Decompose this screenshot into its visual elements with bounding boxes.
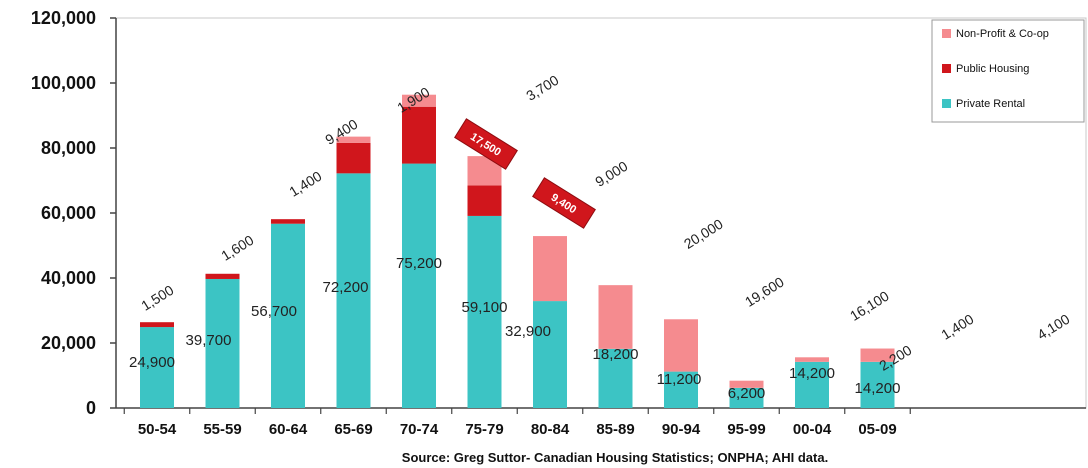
bar-public-housing [402, 106, 436, 164]
bar-private-rental [336, 173, 371, 408]
bar-non-profit-co-op [795, 357, 829, 362]
badge-background [532, 177, 596, 229]
bar-non-profit-co-op [729, 380, 764, 388]
bar-public-housing [336, 142, 371, 174]
bar-non-profit-co-op [664, 319, 698, 372]
data-label-non-profit-co-op: 2,200 [876, 342, 914, 374]
data-label-private-rental: 11,200 [657, 371, 702, 388]
legend-label: Public Housing [956, 63, 1029, 75]
bar-public-housing [271, 219, 305, 224]
badge-public-housing: 9,400 [532, 177, 596, 229]
data-label-non-profit-co-op: 16,100 [847, 288, 892, 324]
x-tick-label: 50-54 [138, 421, 177, 438]
data-label-private-rental: 14,200 [855, 380, 901, 397]
data-label-non-profit-co-op: 4,100 [1034, 311, 1072, 343]
x-tick-label: 60-64 [269, 421, 308, 438]
bar-private-rental [729, 387, 764, 408]
bar-private-rental [140, 327, 174, 408]
data-label-public-housing: 1,500 [138, 282, 176, 314]
bar-public-housing [140, 322, 174, 328]
bar-non-profit-co-op [860, 348, 895, 362]
y-tick-label: 40,000 [41, 268, 96, 288]
bar-public-housing [467, 185, 502, 216]
legend: Non-Profit & Co-op Public Housing Private … [931, 19, 1085, 123]
bar-private-rental [205, 278, 240, 408]
x-tick-label: 85-89 [596, 421, 634, 438]
x-tick-label: 90-94 [662, 421, 701, 438]
x-tick-label: 00-04 [793, 421, 832, 438]
x-tick-label: 05-09 [858, 421, 896, 438]
y-tick-label: 20,000 [41, 333, 96, 353]
data-label-non-profit-co-op: 9,000 [592, 158, 630, 190]
bar-non-profit-co-op [336, 136, 371, 143]
data-label-non-profit-co-op: 20,000 [681, 216, 726, 252]
data-label-private-rental: 56,700 [251, 303, 297, 320]
data-label-private-rental: 75,200 [396, 255, 442, 272]
x-tick-label: 70-74 [400, 421, 439, 438]
legend-swatch [942, 29, 951, 38]
bar-private-rental [860, 361, 895, 408]
y-tick-label: 60,000 [41, 203, 96, 223]
x-tick-label: 65-69 [334, 421, 372, 438]
data-label-public-housing: 1,600 [218, 232, 256, 264]
bar-non-profit-co-op [533, 236, 567, 302]
y-tick-label: 0 [86, 398, 96, 418]
data-label-private-rental: 39,700 [186, 332, 232, 349]
y-tick-label: 120,000 [31, 8, 96, 28]
y-tick-label: 80,000 [41, 138, 96, 158]
bar-private-rental [467, 215, 502, 408]
data-label-non-profit-co-op: 3,700 [523, 72, 561, 104]
data-label-private-rental: 6,200 [728, 385, 766, 402]
x-tick-label: 95-99 [727, 421, 765, 438]
data-label-private-rental: 14,200 [789, 365, 835, 382]
legend-label: Private Rental [956, 98, 1025, 110]
data-label-private-rental: 24,900 [129, 354, 175, 371]
data-label-private-rental: 72,200 [323, 279, 369, 296]
bar-non-profit-co-op [598, 285, 633, 349]
source-note: Source: Greg Suttor- Canadian Housing St… [402, 450, 828, 465]
bar-private-rental [598, 348, 633, 408]
legend-swatch [942, 64, 951, 73]
bar-non-profit-co-op [402, 94, 436, 107]
data-label-non-profit-co-op: 1,400 [938, 311, 976, 343]
legend-label: Non-Profit & Co-op [956, 28, 1049, 40]
legend-swatch [942, 99, 951, 108]
badge-background [454, 118, 518, 170]
data-label-non-profit-co-op: 19,600 [742, 274, 787, 310]
bar-private-rental [664, 371, 698, 408]
x-tick-label: 75-79 [465, 421, 503, 438]
bar-private-rental [533, 301, 567, 408]
bar-public-housing [205, 273, 240, 279]
bar-private-rental [271, 223, 305, 408]
data-label-private-rental: 59,100 [462, 299, 508, 316]
data-label-private-rental: 18,200 [593, 346, 639, 363]
data-label-public-housing: 1,400 [286, 168, 324, 200]
data-label-private-rental: 32,900 [505, 323, 551, 340]
x-tick-label: 80-84 [531, 421, 570, 438]
legend-box [931, 19, 1085, 123]
y-tick-label: 100,000 [31, 73, 96, 93]
bar-private-rental [795, 361, 829, 408]
x-tick-label: 55-59 [203, 421, 241, 438]
bar-private-rental [402, 163, 436, 408]
